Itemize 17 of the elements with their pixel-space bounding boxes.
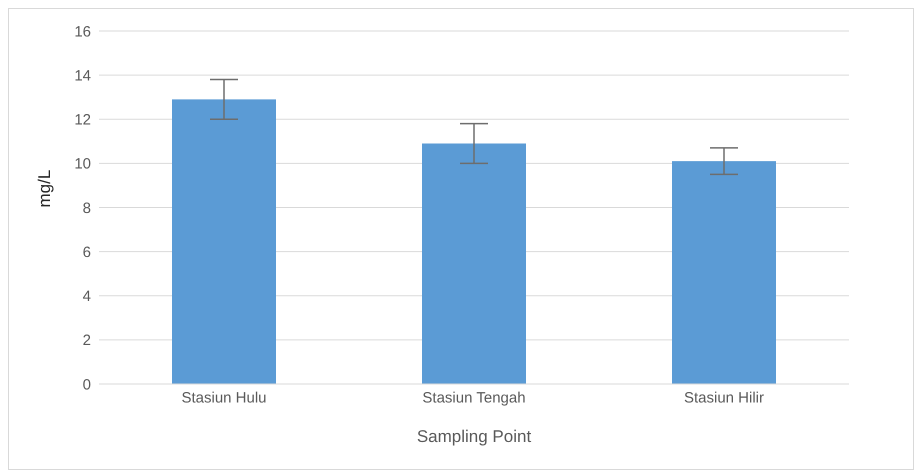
y-tick-label: 0	[82, 376, 91, 394]
bar	[172, 99, 276, 384]
y-tick-label: 4	[82, 288, 91, 306]
y-tick-label: 2	[82, 332, 91, 350]
y-tick-label: 14	[74, 67, 91, 84]
x-tick-label: Stasiun Hilir	[684, 390, 764, 407]
x-tick-label: Stasiun Hulu	[181, 390, 267, 407]
y-tick-label: 6	[82, 244, 91, 261]
x-tick-label: Stasiun Tengah	[422, 390, 526, 407]
x-axis-title: Sampling Point	[416, 427, 532, 446]
y-tick-label: 16	[74, 23, 91, 40]
y-tick-label: 8	[82, 200, 91, 217]
y-tick-label: 12	[74, 112, 91, 129]
y-axis-title: mg/L	[35, 170, 54, 208]
bar	[672, 161, 776, 384]
y-tick-label: 10	[74, 156, 91, 173]
bar	[422, 144, 526, 384]
